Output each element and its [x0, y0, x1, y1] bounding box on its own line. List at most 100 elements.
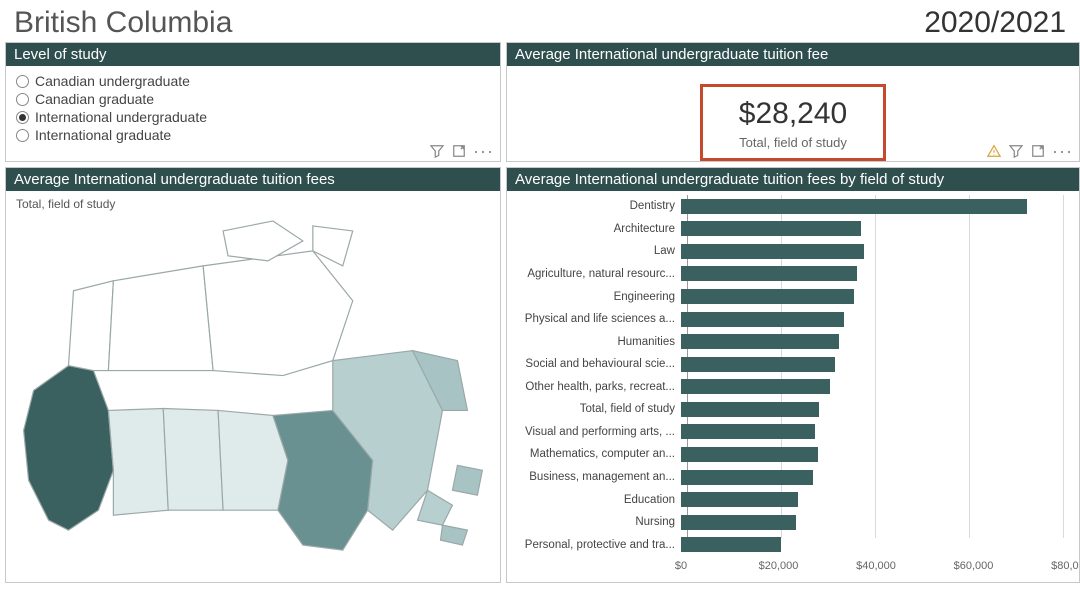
panel-kpi: Average International undergraduate tuit…: [506, 42, 1080, 162]
filter-icon[interactable]: [1008, 143, 1024, 159]
bar-track: [681, 424, 1071, 439]
more-icon[interactable]: ···: [1052, 146, 1073, 156]
bar-label: Agriculture, natural resourc...: [511, 268, 681, 280]
map-region[interactable]: [108, 408, 168, 515]
map-label: Total, field of study: [6, 191, 500, 211]
radio-icon: [16, 129, 29, 142]
map-region[interactable]: [452, 465, 482, 495]
bar-row[interactable]: Mathematics, computer an...: [511, 443, 1071, 465]
bar-label: Physical and life sciences a...: [511, 313, 681, 325]
bar-chart[interactable]: Dentistry Architecture Law Agriculture, nat…: [507, 191, 1079, 582]
bar-track: [681, 357, 1071, 372]
dashboard-grid: Level of study Canadian undergraduateCan…: [0, 42, 1080, 588]
bar-row[interactable]: Agriculture, natural resourc...: [511, 263, 1071, 285]
radio-label: International graduate: [35, 127, 171, 143]
kpi-card: $28,240 Total, field of study: [700, 84, 886, 161]
bar-label: Engineering: [511, 291, 681, 303]
bar-label: Total, field of study: [511, 403, 681, 415]
map-region[interactable]: [203, 251, 353, 376]
bar-row[interactable]: Law: [511, 240, 1071, 262]
panel-level-of-study: Level of study Canadian undergraduateCan…: [5, 42, 501, 162]
bar-fill: [681, 266, 857, 281]
map-region[interactable]: [440, 525, 467, 545]
bar-row[interactable]: Engineering: [511, 286, 1071, 308]
bar-fill: [681, 492, 798, 507]
bar-row[interactable]: Education: [511, 489, 1071, 511]
bar-label: Education: [511, 494, 681, 506]
canada-map[interactable]: [6, 211, 500, 580]
bar-row[interactable]: Humanities: [511, 331, 1071, 353]
x-tick-label: $20,000: [759, 560, 799, 572]
bar-row[interactable]: Personal, protective and tra...: [511, 534, 1071, 556]
panel-map: Average International undergraduate tuit…: [5, 167, 501, 583]
bar-row[interactable]: Social and behavioural scie...: [511, 353, 1071, 375]
radio-option[interactable]: Canadian graduate: [16, 90, 490, 108]
focus-icon[interactable]: [1030, 143, 1046, 159]
panel-title-level: Level of study: [6, 43, 500, 66]
bar-label: Law: [511, 245, 681, 257]
bar-track: [681, 244, 1071, 259]
bar-track: [681, 312, 1071, 327]
bar-fill: [681, 470, 813, 485]
bar-label: Humanities: [511, 336, 681, 348]
bar-label: Social and behavioural scie...: [511, 358, 681, 370]
bar-row[interactable]: Visual and performing arts, ...: [511, 421, 1071, 443]
bar-track: [681, 515, 1071, 530]
bar-track: [681, 266, 1071, 281]
bar-track: [681, 537, 1071, 552]
bar-row[interactable]: Other health, parks, recreat...: [511, 376, 1071, 398]
map-region[interactable]: [69, 281, 114, 371]
filter-icon[interactable]: [429, 143, 445, 159]
radio-label: Canadian graduate: [35, 91, 154, 107]
page-header: British Columbia 2020/2021: [0, 0, 1080, 42]
bar-track: [681, 221, 1071, 236]
panel-title-chart: Average International undergraduate tuit…: [507, 168, 1079, 191]
bar-track: [681, 199, 1071, 214]
bar-row[interactable]: Physical and life sciences a...: [511, 308, 1071, 330]
map-region[interactable]: [163, 408, 223, 510]
bar-track: [681, 470, 1071, 485]
bar-label: Dentistry: [511, 200, 681, 212]
bar-row[interactable]: Total, field of study: [511, 398, 1071, 420]
bar-label: Personal, protective and tra...: [511, 539, 681, 551]
x-tick-label: $80,000: [1051, 560, 1079, 572]
bar-track: [681, 447, 1071, 462]
bar-track: [681, 402, 1071, 417]
bar-track: [681, 379, 1071, 394]
panel-title-map: Average International undergraduate tuit…: [6, 168, 500, 191]
map-region[interactable]: [24, 366, 114, 531]
chart-body: Dentistry Architecture Law Agriculture, nat…: [507, 191, 1079, 582]
radio-label: Canadian undergraduate: [35, 73, 190, 89]
radio-option[interactable]: Canadian undergraduate: [16, 72, 490, 90]
x-tick-label: $60,000: [954, 560, 994, 572]
radio-icon: [16, 75, 29, 88]
bar-fill: [681, 447, 818, 462]
focus-icon[interactable]: [451, 143, 467, 159]
panel-toolbar: ···: [429, 143, 494, 159]
kpi-subtitle: Total, field of study: [739, 135, 847, 150]
level-body: Canadian undergraduate Canadian graduate I…: [6, 66, 500, 161]
kpi-body: $28,240 Total, field of study ···: [507, 66, 1079, 161]
warning-icon[interactable]: [986, 143, 1002, 159]
page-year: 2020/2021: [924, 6, 1066, 40]
bar-fill: [681, 199, 1027, 214]
bar-row[interactable]: Dentistry: [511, 195, 1071, 217]
bar-fill: [681, 515, 796, 530]
panel-chart: Average International undergraduate tuit…: [506, 167, 1080, 583]
more-icon[interactable]: ···: [473, 146, 494, 156]
bar-fill: [681, 379, 830, 394]
bar-row[interactable]: Architecture: [511, 218, 1071, 240]
bar-fill: [681, 334, 839, 349]
bar-fill: [681, 402, 819, 417]
radio-option[interactable]: International undergraduate: [16, 108, 490, 126]
map-region[interactable]: [108, 266, 213, 371]
bar-row[interactable]: Nursing: [511, 511, 1071, 533]
radio-option[interactable]: International graduate: [16, 126, 490, 144]
bar-fill: [681, 244, 864, 259]
bar-fill: [681, 221, 861, 236]
radio-label: International undergraduate: [35, 109, 207, 125]
bar-track: [681, 492, 1071, 507]
page-title: British Columbia: [14, 6, 232, 40]
bar-row[interactable]: Business, management an...: [511, 466, 1071, 488]
bar-fill: [681, 312, 844, 327]
